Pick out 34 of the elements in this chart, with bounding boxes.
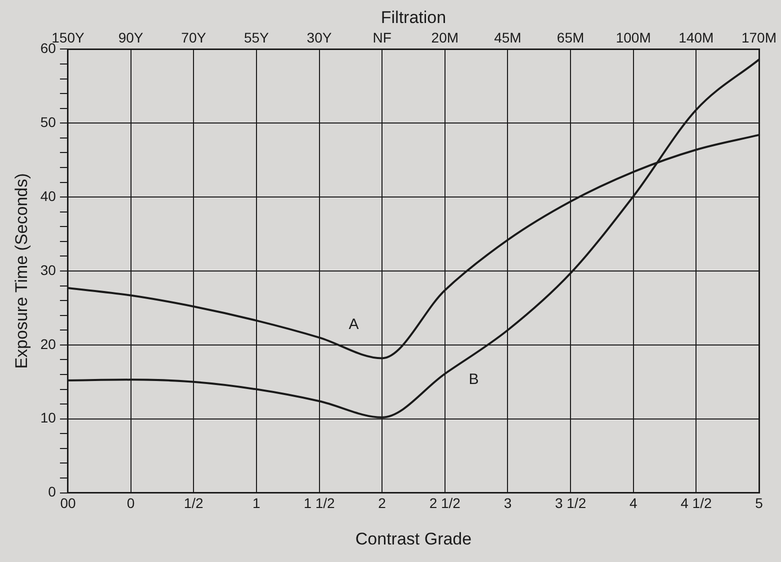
x-tick-label: 4	[629, 495, 638, 512]
x-tick-label: 0	[126, 495, 135, 512]
text: 170M	[741, 30, 777, 46]
y-tick-label: 10	[40, 410, 56, 426]
x-tick-label: 3 1/2	[554, 495, 586, 512]
text: 70Y	[181, 30, 207, 46]
x-tick-label: 5	[755, 495, 764, 512]
y-tick-label: 20	[40, 336, 56, 352]
x2-axis-title: Filtration	[380, 8, 446, 27]
text: NF	[372, 30, 392, 46]
y-tick-label: 30	[40, 262, 56, 278]
text: 90Y	[118, 30, 144, 46]
text: 140M	[678, 30, 714, 46]
text: 20M	[431, 30, 459, 46]
series-label: A	[348, 316, 359, 334]
series-label: B	[468, 370, 479, 388]
x-tick-label: 2 1/2	[429, 495, 461, 512]
x-tick-label: 4 1/2	[680, 495, 712, 512]
x-tick-label: 00	[60, 495, 76, 512]
x-tick-label: 1	[252, 495, 261, 512]
x-tick-label: 1 1/2	[304, 495, 336, 512]
x-tick-label: 3	[504, 495, 512, 512]
text: 55Y	[244, 30, 270, 46]
x-tick-label: 2	[378, 495, 386, 512]
y-tick-label: 50	[40, 114, 56, 130]
text: 65M	[556, 30, 584, 46]
text: 45M	[494, 30, 522, 46]
text: 30Y	[306, 30, 332, 46]
y-tick-label: 0	[48, 484, 56, 500]
x-axis-title: Contrast Grade	[355, 529, 472, 548]
text: 100M	[616, 30, 651, 46]
y-axis-title: Exposure Time (Seconds)	[12, 173, 31, 369]
x-tick-label: 1/2	[184, 495, 204, 512]
y-tick-label: 40	[40, 188, 56, 204]
